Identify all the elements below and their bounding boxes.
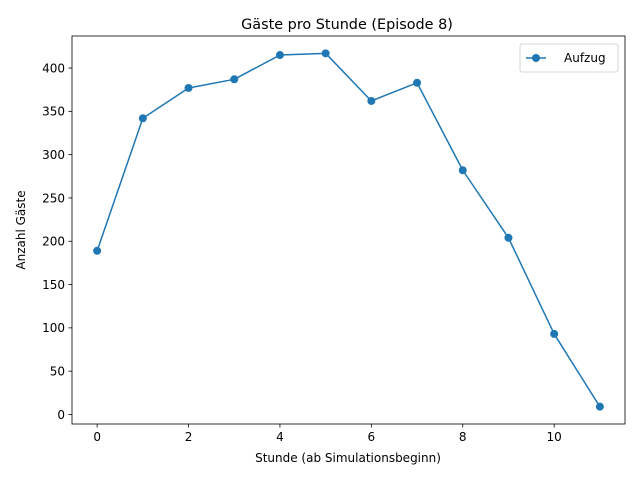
legend-entry-aufzug: Aufzug (564, 51, 606, 65)
y-tick-label: 0 (57, 408, 65, 422)
legend-box (519, 43, 619, 73)
y-tick-label: 200 (42, 235, 65, 249)
data-point (138, 114, 147, 123)
x-axis-ticks: 0 2 4 6 8 10 (93, 424, 562, 444)
y-tick-label: 400 (42, 61, 65, 75)
legend-marker-aufzug (532, 54, 540, 62)
series-line-aufzug (96, 52, 601, 408)
x-axis-label: Stunde (ab Simulationsbeginn) (255, 451, 441, 465)
y-axis-label: Anzahl Gäste (14, 190, 28, 269)
data-point (184, 83, 193, 92)
y-tick-label: 50 (50, 364, 65, 378)
data-point (504, 233, 513, 242)
data-point (230, 75, 239, 84)
data-point (413, 78, 422, 87)
x-tick-label: 10 (547, 430, 562, 444)
y-axis-ticks: 0 50 100 150 200 250 300 350 400 (42, 61, 72, 422)
x-tick-label: 0 (93, 430, 101, 444)
data-point (275, 51, 284, 60)
y-tick-label: 300 (42, 148, 65, 162)
x-tick-label: 4 (276, 430, 284, 444)
chart-title: Gäste pro Stunde (Episode 8) (241, 17, 453, 33)
data-point (321, 49, 330, 58)
x-tick-label: 6 (368, 430, 376, 444)
x-tick-label: 2 (185, 430, 193, 444)
data-point (93, 246, 102, 255)
y-tick-label: 150 (42, 278, 65, 292)
legend: Aufzug (519, 43, 619, 73)
y-tick-label: 100 (42, 321, 65, 335)
y-tick-label: 250 (42, 191, 65, 205)
data-point (367, 96, 376, 105)
y-tick-label: 350 (42, 105, 65, 119)
series-layer (93, 49, 604, 411)
data-point (550, 329, 559, 338)
data-point (458, 166, 467, 175)
plot-area-frame (71, 35, 626, 425)
data-point (595, 402, 604, 411)
x-tick-label: 8 (459, 430, 467, 444)
